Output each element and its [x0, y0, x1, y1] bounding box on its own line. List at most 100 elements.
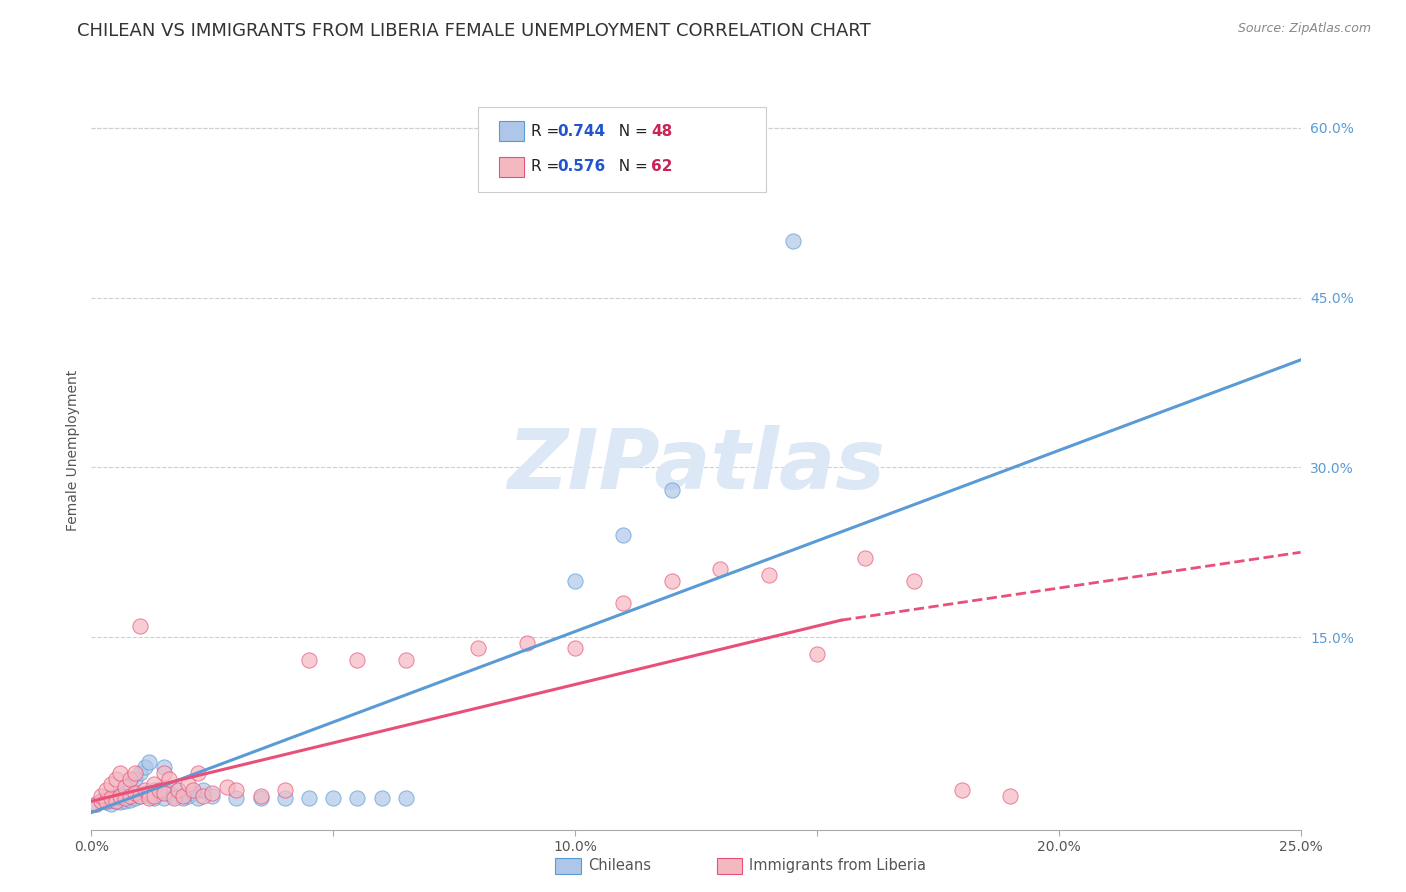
Y-axis label: Female Unemployment: Female Unemployment — [66, 370, 80, 531]
Point — [191, 789, 214, 803]
Point — [516, 636, 538, 650]
Point — [100, 797, 122, 811]
Point — [181, 783, 204, 797]
Text: CHILEAN VS IMMIGRANTS FROM LIBERIA FEMALE UNEMPLOYMENT CORRELATION CHART: CHILEAN VS IMMIGRANTS FROM LIBERIA FEMAL… — [77, 22, 872, 40]
Text: Chileans: Chileans — [588, 858, 651, 872]
Point — [148, 783, 170, 797]
Point — [172, 789, 194, 803]
Point — [114, 794, 136, 808]
Point — [249, 789, 271, 803]
Point — [782, 234, 804, 248]
Point — [467, 641, 489, 656]
Text: R =: R = — [531, 160, 565, 174]
Point — [128, 619, 150, 633]
Point — [120, 793, 142, 807]
Point — [298, 653, 321, 667]
Point — [120, 789, 142, 803]
Point — [138, 789, 160, 803]
Point — [274, 783, 297, 797]
Point — [1000, 789, 1022, 803]
Point — [191, 783, 214, 797]
Point — [157, 786, 180, 800]
Text: Immigrants from Liberia: Immigrants from Liberia — [749, 858, 927, 872]
Point — [709, 562, 731, 576]
Text: N =: N = — [609, 124, 652, 138]
Point — [104, 794, 127, 808]
Text: 48: 48 — [651, 124, 672, 138]
Text: Source: ZipAtlas.com: Source: ZipAtlas.com — [1237, 22, 1371, 36]
Point — [187, 790, 209, 805]
Point — [148, 786, 170, 800]
Point — [162, 790, 184, 805]
Point — [322, 790, 344, 805]
Point — [153, 790, 176, 805]
Point — [120, 772, 142, 786]
Point — [124, 766, 146, 780]
Point — [84, 797, 107, 811]
Point — [903, 574, 925, 588]
Text: 62: 62 — [651, 160, 672, 174]
Point — [110, 766, 132, 780]
Point — [612, 596, 634, 610]
Point — [153, 766, 176, 780]
Point — [950, 783, 973, 797]
Text: N =: N = — [609, 160, 652, 174]
Point — [134, 760, 156, 774]
Point — [134, 783, 156, 797]
Point — [215, 780, 238, 794]
Point — [114, 780, 136, 794]
Point — [94, 794, 117, 808]
Point — [612, 528, 634, 542]
Point — [201, 786, 224, 800]
Point — [167, 783, 190, 797]
Point — [172, 790, 194, 805]
Point — [94, 796, 117, 810]
Point — [143, 790, 166, 805]
Point — [90, 789, 112, 803]
Point — [564, 574, 586, 588]
Point — [90, 794, 112, 808]
Point — [177, 789, 200, 803]
Point — [143, 789, 166, 803]
Point — [225, 790, 247, 805]
Point — [114, 786, 136, 800]
Point — [346, 653, 368, 667]
Point — [138, 786, 160, 800]
Point — [187, 766, 209, 780]
Point — [100, 793, 122, 807]
Point — [370, 790, 392, 805]
Point — [124, 772, 146, 786]
Point — [181, 786, 204, 800]
Point — [110, 796, 132, 810]
Point — [128, 789, 150, 803]
Point — [94, 790, 117, 805]
Point — [110, 789, 132, 803]
Text: 0.576: 0.576 — [557, 160, 605, 174]
Point — [298, 790, 321, 805]
Point — [395, 653, 418, 667]
Point — [153, 786, 176, 800]
Point — [100, 790, 122, 805]
Text: 0.744: 0.744 — [557, 124, 605, 138]
Point — [100, 777, 122, 791]
Point — [104, 789, 127, 803]
Point — [564, 641, 586, 656]
Point — [661, 483, 683, 497]
Point — [138, 790, 160, 805]
Point — [124, 790, 146, 805]
Point — [114, 790, 136, 805]
Point — [661, 574, 683, 588]
Point — [167, 783, 190, 797]
Point — [124, 786, 146, 800]
Point — [806, 647, 828, 661]
Point — [104, 794, 127, 808]
Point — [758, 568, 780, 582]
Point — [274, 790, 297, 805]
Point — [143, 783, 166, 797]
Point — [90, 794, 112, 808]
Text: ZIPatlas: ZIPatlas — [508, 425, 884, 506]
Point — [128, 766, 150, 780]
Point — [120, 777, 142, 791]
Point — [853, 551, 876, 566]
Text: R =: R = — [531, 124, 565, 138]
